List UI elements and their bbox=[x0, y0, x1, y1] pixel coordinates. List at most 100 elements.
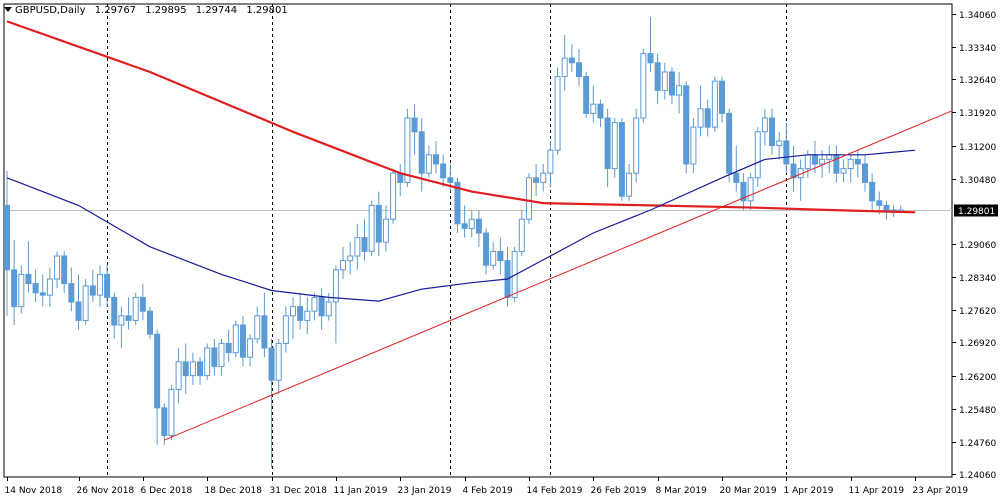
bearish-candle bbox=[61, 255, 68, 285]
bearish-candle bbox=[239, 324, 246, 358]
bullish-candle bbox=[82, 285, 89, 321]
bullish-candle bbox=[561, 57, 568, 78]
bearish-candle bbox=[533, 177, 540, 183]
bullish-candle bbox=[847, 158, 854, 170]
y-tick-label: 1.29060 bbox=[959, 241, 996, 251]
bearish-candle bbox=[39, 292, 46, 296]
bearish-candle bbox=[111, 296, 118, 326]
bearish-candle bbox=[719, 80, 725, 114]
y-tick-label: 1.24060 bbox=[959, 471, 996, 481]
close-value: 1.29801 bbox=[246, 5, 288, 16]
bullish-candle bbox=[118, 315, 125, 326]
y-tick-label: 1.26200 bbox=[959, 373, 996, 383]
bullish-candle bbox=[404, 117, 411, 183]
low-value: 1.29744 bbox=[195, 5, 238, 16]
bullish-candle bbox=[204, 347, 211, 377]
bullish-candle bbox=[382, 218, 389, 243]
moving-average-short bbox=[6, 149, 916, 302]
x-tick-label: 1 Apr 2019 bbox=[784, 486, 834, 496]
bearish-candle bbox=[833, 154, 840, 174]
bullish-candle bbox=[490, 250, 497, 266]
y-tick-label: 1.24760 bbox=[959, 439, 996, 449]
bullish-candle bbox=[218, 342, 225, 367]
bullish-candle bbox=[390, 172, 397, 220]
bearish-candle bbox=[475, 218, 482, 234]
bearish-candle bbox=[225, 342, 232, 354]
bullish-candle bbox=[754, 131, 761, 179]
bearish-candle bbox=[418, 131, 425, 174]
bullish-candle bbox=[554, 76, 561, 151]
bearish-candle bbox=[139, 296, 146, 312]
x-tick-label: 11 Apr 2019 bbox=[849, 486, 905, 496]
bearish-candle bbox=[683, 85, 690, 165]
x-tick-label: 11 Jan 2019 bbox=[334, 486, 388, 496]
bearish-candle bbox=[604, 117, 611, 170]
bearish-candle bbox=[883, 204, 890, 211]
trendline[interactable] bbox=[164, 110, 953, 441]
bullish-candle bbox=[747, 177, 754, 202]
bullish-candle bbox=[804, 154, 811, 170]
bearish-candle bbox=[104, 273, 111, 298]
bullish-candle bbox=[96, 273, 103, 296]
bullish-candle bbox=[254, 315, 261, 340]
bullish-candle bbox=[54, 255, 61, 280]
y-tick-label: 1.31920 bbox=[959, 109, 996, 119]
bearish-candle bbox=[297, 306, 304, 321]
bearish-candle bbox=[668, 71, 675, 96]
bearish-candle bbox=[433, 154, 439, 165]
x-tick-label: 14 Feb 2019 bbox=[527, 486, 583, 496]
bullish-candle bbox=[290, 306, 296, 317]
x-tick-label: 20 Mar 2019 bbox=[720, 486, 777, 496]
bullish-candle bbox=[340, 260, 347, 271]
bearish-candle bbox=[125, 315, 132, 321]
bullish-candle bbox=[840, 168, 847, 174]
bearish-candle bbox=[261, 315, 268, 349]
bearish-candle bbox=[75, 301, 82, 321]
bearish-candle bbox=[25, 273, 32, 285]
y-tick-label: 1.31200 bbox=[959, 143, 996, 153]
bullish-candle bbox=[611, 122, 618, 170]
x-tick-label: 23 Apr 2019 bbox=[913, 486, 969, 496]
bullish-candle bbox=[425, 154, 432, 174]
bullish-candle bbox=[468, 218, 475, 229]
bearish-candle bbox=[147, 310, 153, 335]
bearish-candle bbox=[726, 112, 733, 174]
x-tick-label: 31 Dec 2018 bbox=[270, 486, 328, 496]
bearish-candle bbox=[411, 117, 418, 133]
bearish-candle bbox=[783, 140, 790, 165]
bearish-candle bbox=[869, 181, 876, 202]
bearish-candle bbox=[568, 57, 575, 64]
bullish-candle bbox=[826, 154, 833, 160]
bullish-candle bbox=[18, 273, 25, 308]
bullish-candle bbox=[547, 149, 554, 174]
symbol-dropdown-icon[interactable] bbox=[4, 7, 12, 12]
bullish-candle bbox=[761, 117, 768, 133]
bullish-candle bbox=[311, 296, 318, 312]
bearish-candle bbox=[483, 232, 490, 266]
y-tick-label: 1.33340 bbox=[959, 44, 996, 54]
bullish-candle bbox=[661, 71, 668, 91]
y-tick-label: 1.32640 bbox=[959, 76, 996, 86]
bullish-candle bbox=[633, 117, 640, 174]
y-tick-label: 1.26920 bbox=[959, 339, 996, 349]
bearish-candle bbox=[361, 237, 368, 252]
open-value: 1.29767 bbox=[94, 5, 137, 16]
bullish-candle bbox=[304, 310, 311, 321]
bearish-candle bbox=[32, 283, 39, 294]
y-tick-label: 1.28340 bbox=[959, 274, 996, 284]
bullish-candle bbox=[776, 140, 783, 147]
bearish-candle bbox=[89, 285, 96, 296]
bearish-candle bbox=[862, 163, 868, 183]
y-tick-label: 1.34060 bbox=[959, 11, 996, 21]
bullish-candle bbox=[168, 388, 175, 436]
bearish-candle bbox=[211, 347, 218, 367]
bearish-candle bbox=[318, 296, 325, 317]
bullish-candle bbox=[247, 338, 254, 358]
bullish-candle bbox=[332, 269, 339, 303]
bullish-candle bbox=[275, 342, 282, 381]
high-value: 1.29895 bbox=[145, 5, 187, 16]
bullish-candle bbox=[590, 103, 597, 114]
bearish-candle bbox=[740, 181, 747, 202]
current-price-label-bg bbox=[954, 204, 998, 217]
